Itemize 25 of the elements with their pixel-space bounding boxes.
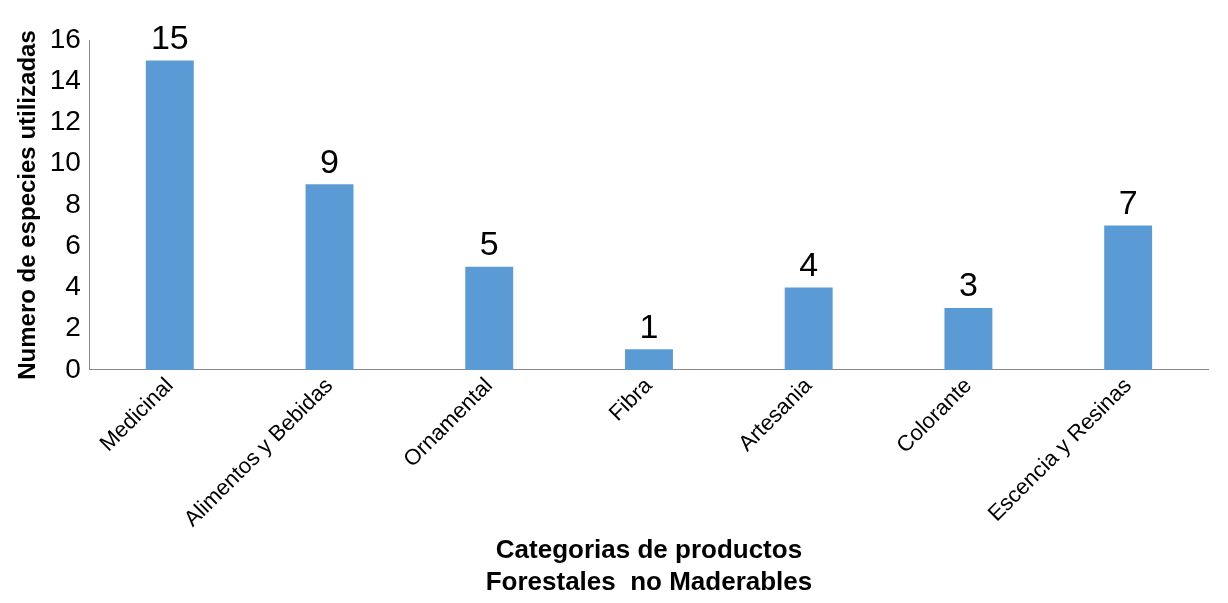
y-tick-label: 10 [49,146,81,178]
data-label: 15 [150,18,189,56]
bar [305,184,354,370]
data-label: 5 [479,224,499,263]
bar [784,287,833,370]
bar [145,60,194,370]
bar [465,266,514,370]
bar [1104,225,1153,370]
y-tick-label: 12 [49,105,81,137]
data-label: 4 [799,244,819,283]
bar [944,308,993,370]
data-label: 3 [958,265,978,304]
bar [625,349,673,370]
y-axis-title: Numero de especies utilizadas [13,30,41,380]
x-axis-title: Categorias de productos Forestales no Maderables [485,534,813,596]
data-label: 7 [1118,182,1138,221]
y-tick-label: 0 [65,352,81,384]
y-tick-label: 14 [49,63,81,95]
y-tick-label: 2 [65,311,81,343]
data-label: 1 [639,306,659,345]
y-tick-label: 4 [65,270,81,302]
y-tick-label: 6 [65,228,81,260]
y-tick-label: 8 [65,187,81,219]
y-tick-label: 16 [49,22,81,54]
data-label: 9 [320,141,339,180]
